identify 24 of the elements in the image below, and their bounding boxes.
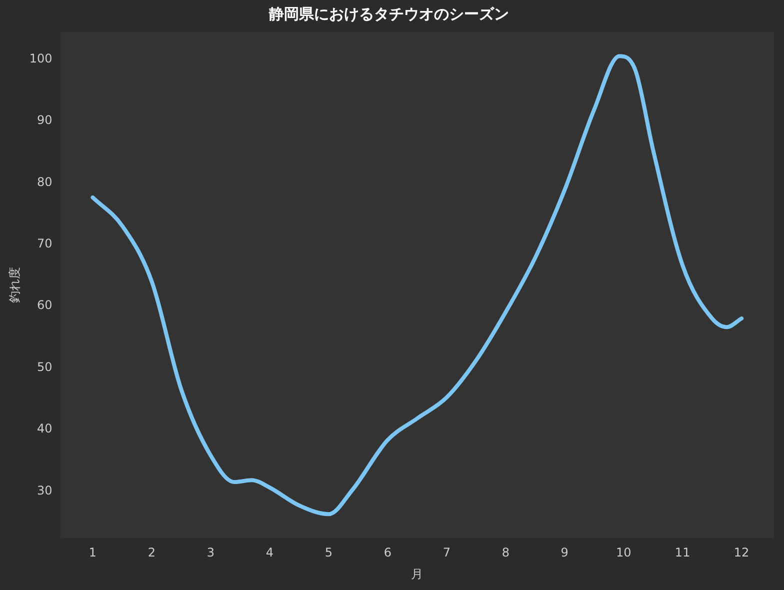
x-tick-label: 3 bbox=[206, 546, 215, 560]
y-tick-label: 80 bbox=[37, 174, 52, 189]
y-tick-label: 70 bbox=[37, 236, 52, 250]
chart-title: 静岡県におけるタチウオのシーズン bbox=[268, 4, 509, 23]
x-tick-label: 7 bbox=[442, 546, 450, 560]
y-axis-title: 釣れ度 bbox=[7, 267, 22, 304]
y-tick-label: 60 bbox=[37, 298, 52, 312]
x-tick-label: 2 bbox=[148, 546, 156, 560]
y-tick-label: 40 bbox=[37, 422, 52, 436]
line-series bbox=[90, 54, 744, 516]
x-axis-title: 月 bbox=[411, 566, 424, 581]
x-tick-label: 12 bbox=[734, 546, 750, 560]
x-tick-label: 1 bbox=[88, 546, 97, 560]
x-tick-label: 9 bbox=[560, 546, 568, 560]
x-tick-label: 8 bbox=[502, 546, 510, 560]
x-tick-label: 5 bbox=[324, 546, 332, 560]
x-tick-label: 11 bbox=[674, 546, 690, 560]
y-tick-label: 90 bbox=[37, 113, 52, 128]
x-tick-label: 10 bbox=[616, 546, 632, 560]
y-tick-label: 30 bbox=[37, 483, 52, 498]
y-tick-label: 50 bbox=[37, 360, 52, 374]
x-tick-label: 4 bbox=[266, 546, 274, 560]
x-tick-label: 6 bbox=[384, 546, 392, 560]
y-tick-label: 100 bbox=[29, 51, 52, 66]
